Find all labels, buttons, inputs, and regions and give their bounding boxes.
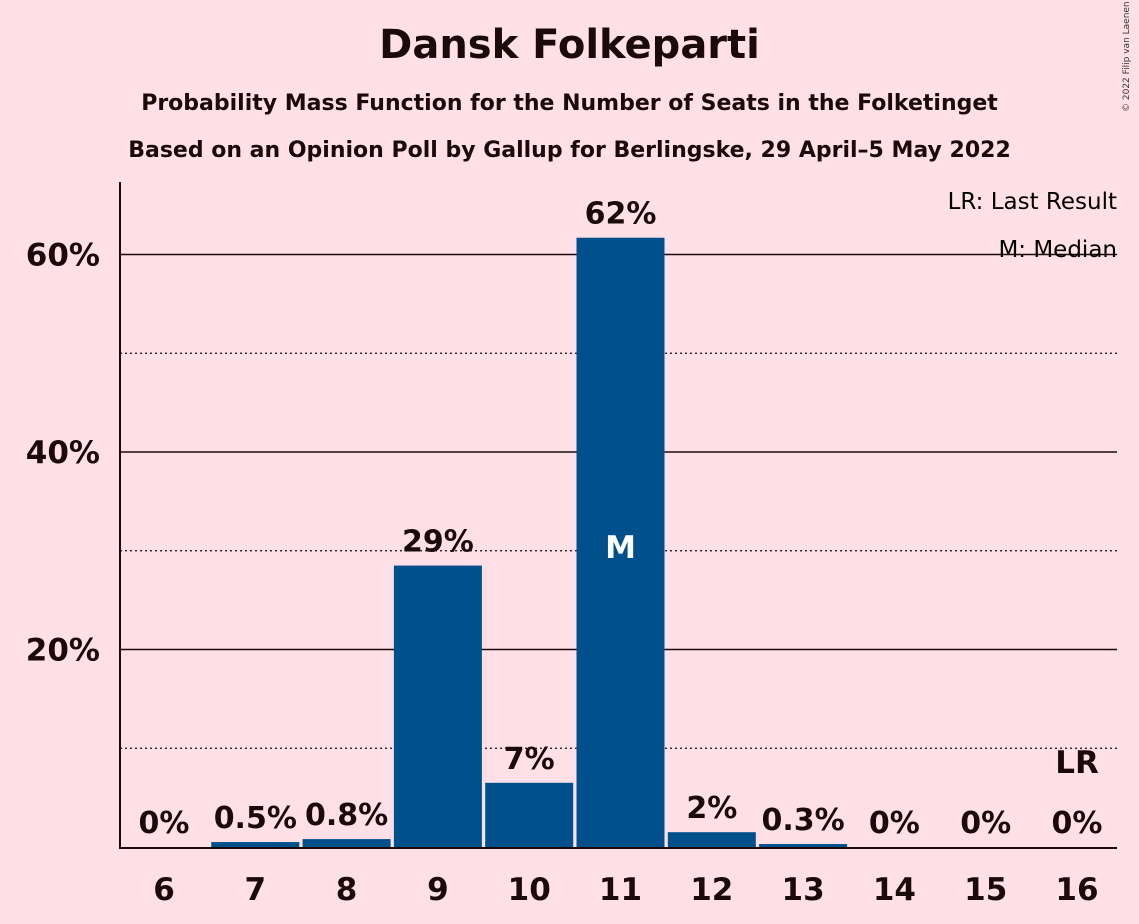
data-labels: 0% 0.5% 0.8% 29% 7% 62% 2% 0.3% 0% 0% 0% M LR — [139, 197, 1103, 841]
bar — [393, 565, 482, 847]
data-label: 0% — [869, 806, 920, 841]
last-result-marker: LR — [1055, 745, 1099, 781]
data-label: 0.5% — [214, 801, 297, 836]
y-tick-label: 60% — [26, 238, 100, 274]
x-tick-label: 8 — [336, 872, 358, 908]
data-label: 0.8% — [305, 798, 388, 833]
bar — [759, 844, 848, 847]
x-tick-label: 11 — [599, 872, 642, 908]
bar — [667, 832, 756, 847]
median-marker: M — [605, 530, 636, 566]
legend-last-result: LR: Last Result — [948, 189, 1117, 215]
chart-title: Dansk Folkeparti — [379, 22, 760, 68]
data-label: 29% — [402, 525, 474, 560]
x-tick-label: 15 — [964, 872, 1007, 908]
data-label: 62% — [585, 197, 657, 232]
y-tick-label: 40% — [26, 435, 100, 471]
bar — [302, 839, 391, 847]
chart-subtitle: Probability Mass Function for the Number… — [141, 91, 998, 116]
data-label: 7% — [504, 742, 555, 777]
chart-subtitle-source: Based on an Opinion Poll by Gallup for B… — [128, 138, 1011, 163]
bar — [485, 782, 574, 847]
y-tick-label: 20% — [26, 633, 100, 669]
x-tick-label: 7 — [245, 872, 267, 908]
data-label: 0% — [1052, 806, 1103, 841]
bar — [576, 237, 665, 847]
bar — [211, 842, 300, 847]
x-tick-label: 6 — [153, 872, 175, 908]
bars — [211, 237, 848, 847]
x-tick-label: 16 — [1055, 872, 1098, 908]
x-tick-label: 10 — [508, 872, 551, 908]
data-label: 0.3% — [761, 803, 844, 838]
legend-median: M: Median — [998, 237, 1117, 263]
x-tick-label: 13 — [782, 872, 825, 908]
x-tick-label: 9 — [427, 872, 449, 908]
x-tick-label: 12 — [690, 872, 733, 908]
data-label: 2% — [686, 791, 737, 826]
data-label: 0% — [139, 806, 190, 841]
data-label: 0% — [960, 806, 1011, 841]
x-tick-label: 14 — [873, 872, 916, 908]
axes: 20% 40% 60% 6 7 8 9 10 11 12 13 14 15 16 — [26, 182, 1117, 908]
